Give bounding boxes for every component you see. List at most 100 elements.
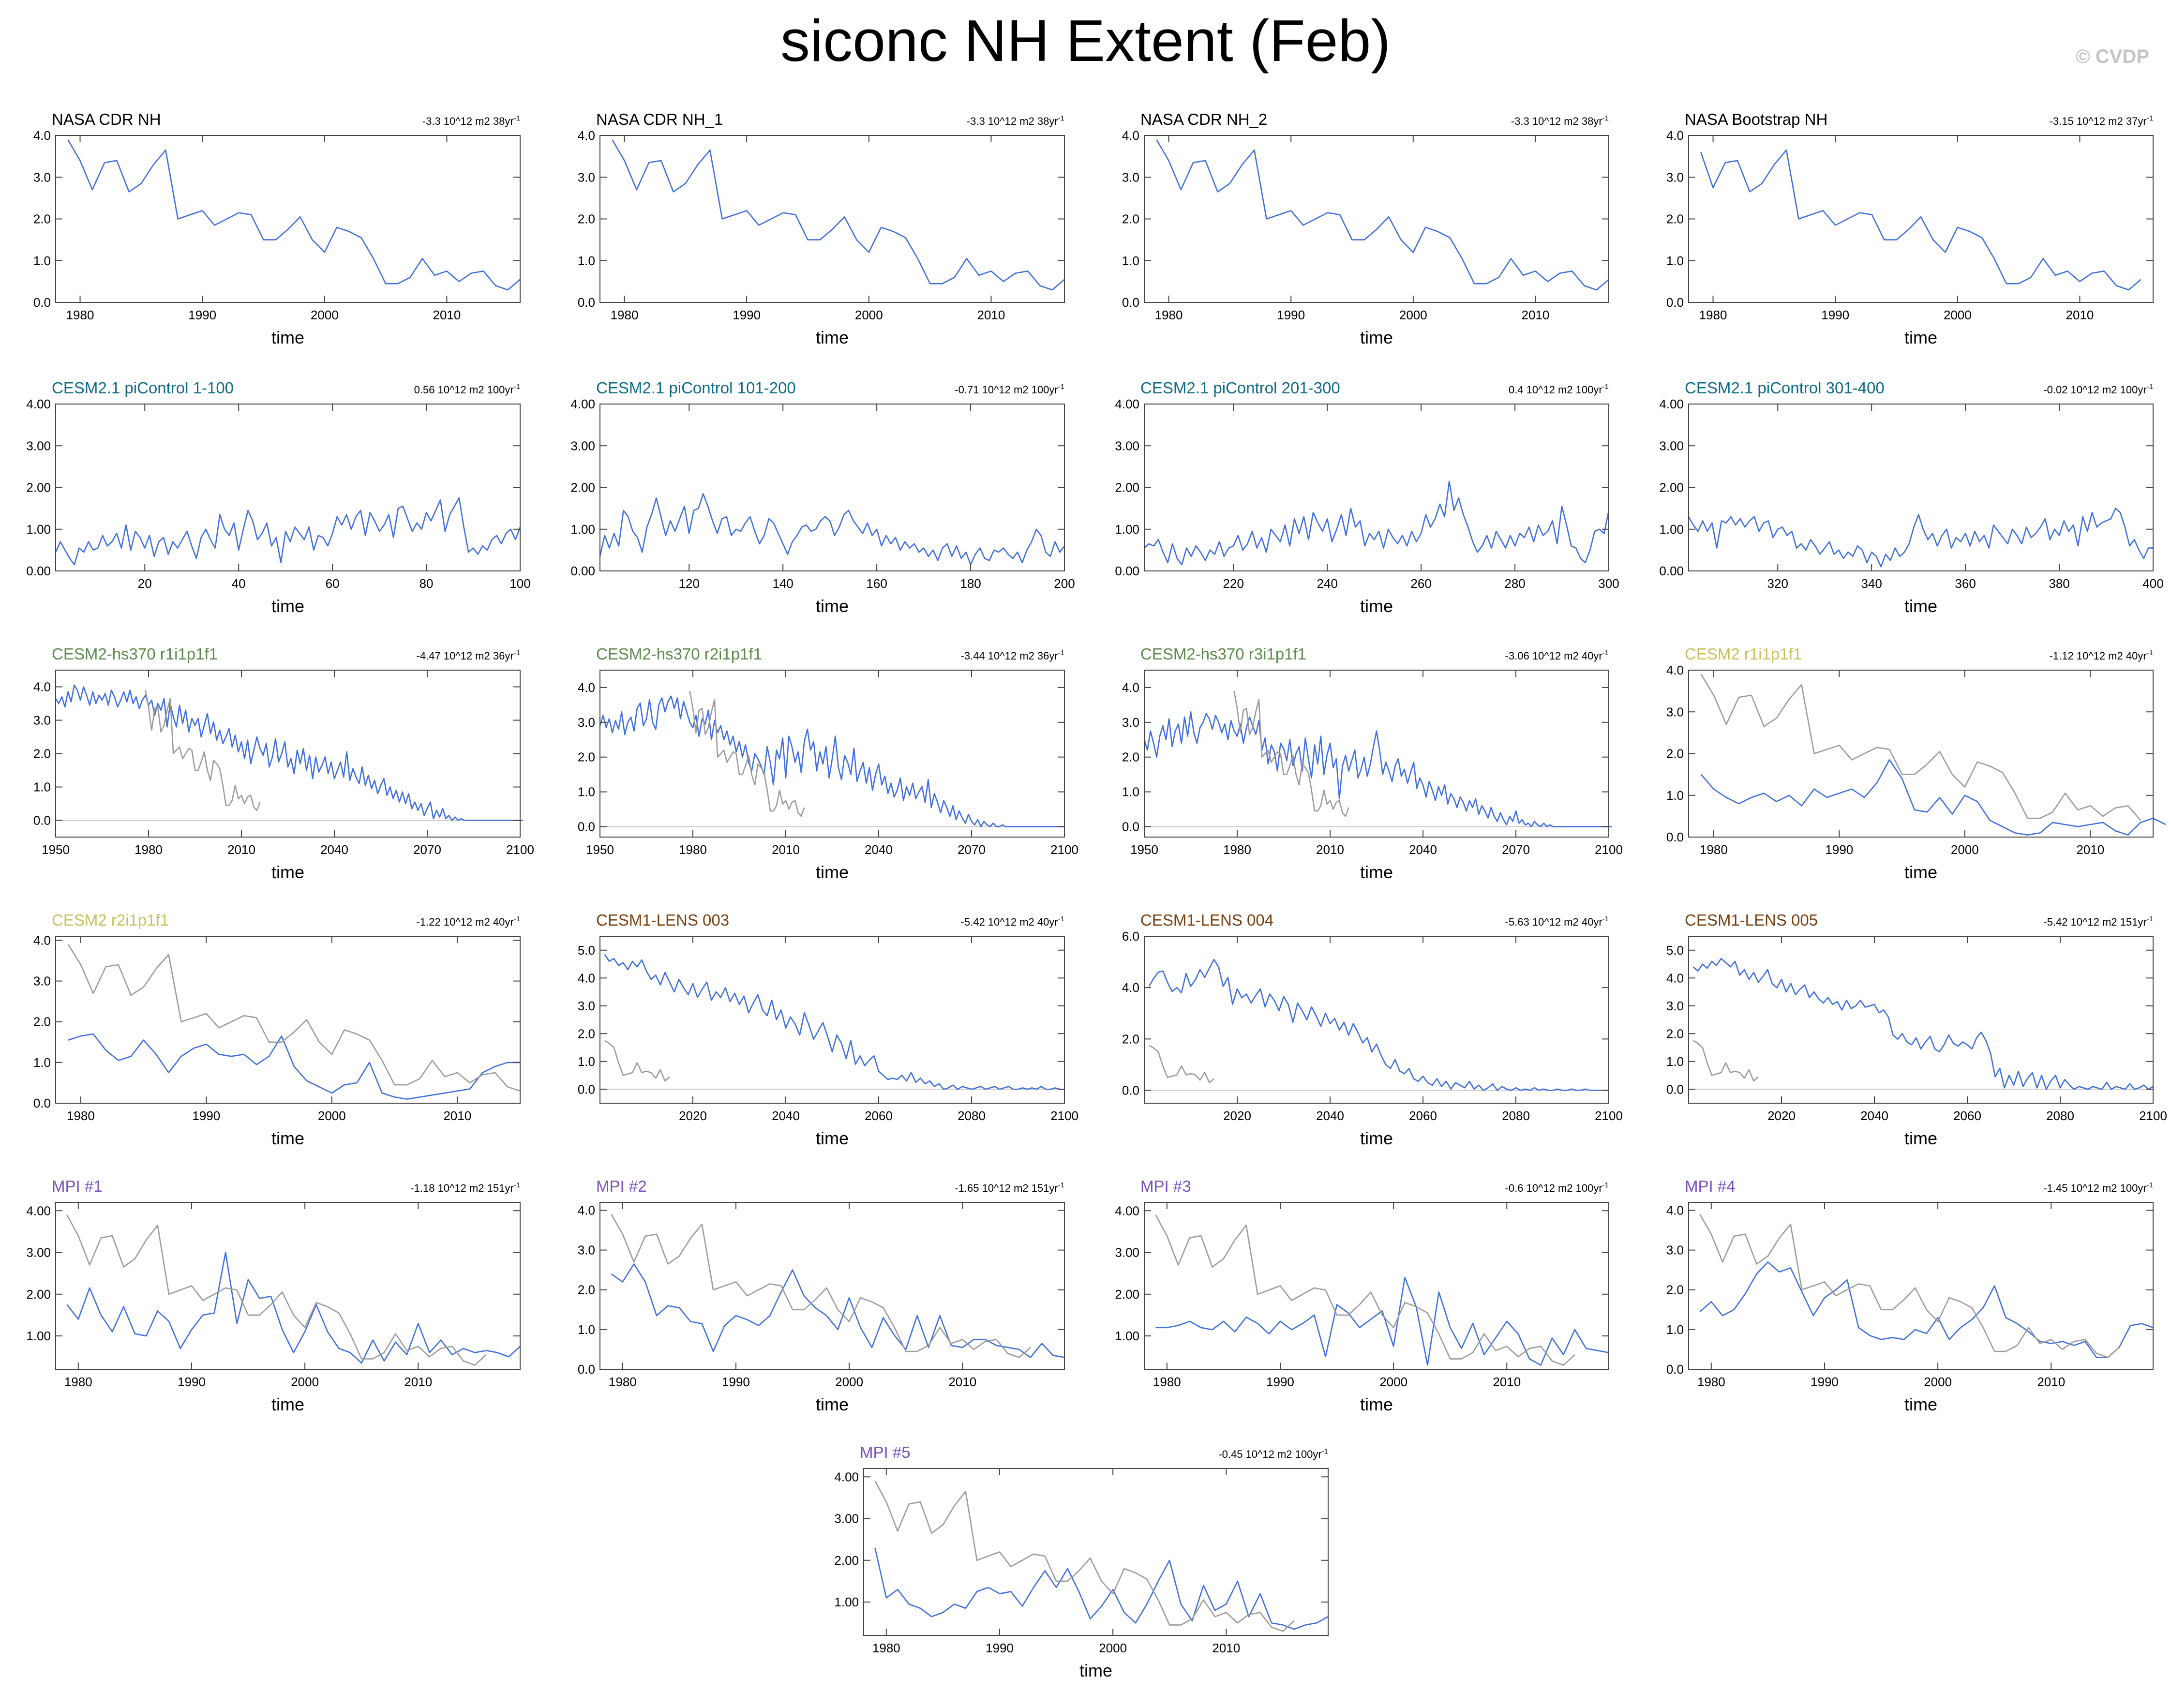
x-tick-label: 1980: [1153, 1375, 1181, 1389]
y-tick-label: 5.0: [578, 943, 595, 958]
panel-title: CESM2.1 piControl 301-400: [1685, 379, 1885, 397]
y-tick-label: 4.00: [26, 1203, 51, 1218]
chart-panel: CESM2.1 piControl 201-300 0.4 10^12 m2 10…: [1115, 379, 1619, 616]
y-tick-label: 4.0: [33, 128, 51, 143]
x-tick-label: 2010: [2037, 1375, 2065, 1389]
plot-frame: [1688, 404, 2154, 571]
plot-frame: [55, 135, 521, 303]
y-tick-label: 2.0: [578, 1283, 595, 1297]
y-tick-label: 3.0: [1666, 704, 1684, 719]
x-tick-label: 1990: [1821, 308, 1849, 322]
x-tick-label: 2010: [227, 842, 255, 857]
chart-panel: NASA CDR NH -3.3 10^12 m2 38yr-1 0.0 1.0 2.0…: [33, 110, 521, 347]
y-tick-label: 2.0: [1122, 212, 1139, 226]
model-series-line: [1692, 958, 2154, 1090]
y-tick-label: 0.0: [578, 295, 595, 310]
y-tick-label: 3.00: [570, 438, 595, 453]
trend-label: -5.42 10^12 m2 40yr-1: [961, 915, 1064, 928]
observed-series-line: [67, 944, 521, 1092]
plot-frame: [1688, 936, 2154, 1104]
x-tick-label: 2040: [1860, 1109, 1888, 1123]
panel-title: CESM2-hs370 r3i1p1f1: [1140, 645, 1306, 663]
y-tick-label: 4.0: [1666, 663, 1684, 677]
x-axis-label: time: [271, 328, 304, 347]
y-tick-label: 1.00: [1115, 522, 1139, 537]
x-tick-label: 2040: [320, 842, 348, 857]
x-tick-label: 2100: [1050, 1109, 1078, 1123]
y-tick-label: 2.0: [1666, 212, 1684, 226]
y-tick-label: 3.0: [578, 999, 595, 1013]
observed-series-line: [1233, 690, 1349, 817]
chart-panel: CESM1-LENS 004 -5.63 10^12 m2 40yr-1 0.0 2.…: [1122, 911, 1623, 1148]
y-tick-label: 2.00: [26, 480, 51, 495]
plot-frame: [1144, 135, 1609, 303]
y-tick-label: 4.00: [1659, 397, 1684, 411]
y-tick-label: 1.0: [1666, 1054, 1684, 1069]
x-tick-label: 2000: [835, 1375, 863, 1389]
panel-title: CESM1-LENS 005: [1685, 911, 1818, 929]
y-tick-label: 1.0: [33, 1055, 51, 1070]
y-tick-label: 2.0: [578, 212, 595, 226]
trend-label: -5.63 10^12 m2 40yr-1: [1505, 915, 1609, 928]
y-tick-label: 6.0: [1122, 929, 1139, 944]
x-tick-label: 1990: [192, 1109, 220, 1123]
panel-title: CESM2.1 piControl 1-100: [52, 379, 234, 397]
chart-panel: NASA CDR NH_1 -3.3 10^12 m2 38yr-1 0.0 1.0 2…: [578, 110, 1065, 347]
x-tick-label: 1990: [1825, 842, 1853, 857]
x-axis-label: time: [1904, 1128, 1937, 1148]
observed-series-line: [689, 690, 805, 817]
y-tick-label: 1.0: [1666, 788, 1684, 803]
y-tick-label: 3.00: [834, 1512, 859, 1526]
observed-series-line: [1692, 1040, 1759, 1082]
x-tick-label: 140: [772, 576, 793, 591]
chart-panel: CESM2 r1i1p1f1 -1.12 10^12 m2 40yr-1 0.0 1.…: [1666, 645, 2166, 882]
observed-series-line: [874, 1481, 1295, 1632]
y-tick-label: 1.0: [578, 254, 595, 268]
x-tick-label: 1990: [986, 1641, 1014, 1655]
y-tick-label: 4.0: [1666, 1203, 1684, 1217]
model-series-line: [1688, 508, 2153, 568]
y-tick-label: 3.00: [1659, 438, 1684, 453]
chart-panel: CESM2-hs370 r3i1p1f1 -3.06 10^12 m2 40yr-…: [1122, 645, 1623, 882]
y-tick-label: 1.00: [570, 522, 595, 537]
y-tick-label: 0.00: [570, 564, 595, 578]
y-tick-label: 2.0: [1122, 1032, 1139, 1046]
x-tick-label: 180: [960, 576, 981, 591]
x-tick-label: 2000: [318, 1109, 346, 1123]
observed-series-line: [1155, 1214, 1575, 1366]
y-tick-label: 0.0: [1666, 1082, 1684, 1096]
y-tick-label: 3.0: [578, 1243, 595, 1258]
trend-label: -0.02 10^12 m2 100yr-1: [2043, 383, 2153, 396]
y-tick-label: 4.0: [578, 1203, 595, 1217]
model-series-line: [1148, 959, 1609, 1091]
y-tick-label: 2.0: [33, 212, 51, 226]
trend-label: -3.44 10^12 m2 36yr-1: [961, 649, 1064, 662]
x-tick-label: 2010: [977, 308, 1005, 322]
x-tick-label: 1980: [872, 1641, 900, 1655]
model-series-line: [55, 684, 524, 821]
trend-label: 0.56 10^12 m2 100yr-1: [414, 383, 520, 396]
trend-label: -0.71 10^12 m2 100yr-1: [955, 383, 1064, 396]
y-tick-label: 4.00: [834, 1469, 859, 1484]
chart-panel: MPI #4 -1.45 10^12 m2 100yr-1 0.0 1.0 2.0 3.0…: [1666, 1177, 2154, 1414]
x-tick-label: 1990: [722, 1375, 750, 1389]
trend-label: -3.3 10^12 m2 38yr-1: [967, 114, 1064, 127]
x-tick-label: 2000: [1951, 842, 1979, 857]
chart-panel: MPI #5 -0.45 10^12 m2 100yr-1 1.00 2.00 3.00…: [834, 1443, 1329, 1680]
y-tick-label: 5.0: [1666, 943, 1684, 958]
x-tick-label: 2000: [1924, 1375, 1952, 1389]
y-tick-label: 1.0: [1122, 254, 1139, 268]
x-tick-label: 2080: [958, 1109, 986, 1123]
y-tick-label: 3.0: [1666, 999, 1684, 1013]
x-tick-label: 320: [1767, 576, 1788, 591]
x-tick-label: 260: [1410, 576, 1431, 591]
x-tick-label: 2000: [1944, 308, 1972, 322]
x-tick-label: 1950: [1130, 842, 1158, 857]
x-tick-label: 2000: [291, 1375, 319, 1389]
x-tick-label: 1990: [1277, 308, 1305, 322]
y-tick-label: 0.00: [1115, 564, 1139, 578]
x-tick-label: 2060: [865, 1109, 893, 1123]
trend-label: -1.45 10^12 m2 100yr-1: [2043, 1181, 2153, 1194]
x-tick-label: 2040: [865, 842, 893, 857]
